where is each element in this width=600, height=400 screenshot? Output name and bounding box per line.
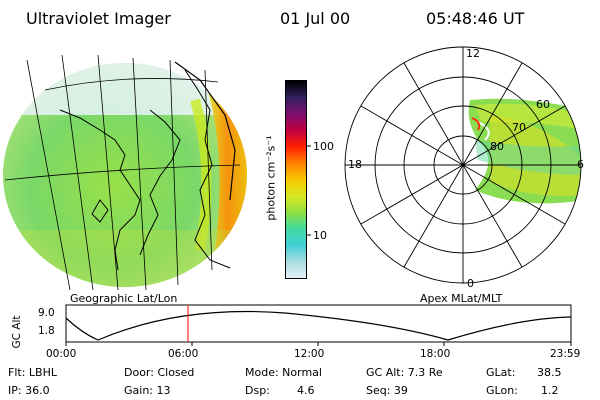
mlat-label-70: 70 (512, 121, 526, 134)
status-door: Door: Closed (124, 366, 195, 379)
status-ip: IP: 36.0 (8, 384, 50, 397)
polar-caption: Apex MLat/MLT (420, 292, 503, 305)
mlt-label-0: 0 (467, 277, 474, 290)
mlt-label-12: 12 (466, 47, 480, 60)
mlat-label-60: 60 (536, 98, 550, 111)
time-tick-2359: 23:59 (550, 348, 581, 360)
status-flt: Flt: LBHL (8, 366, 57, 379)
status-glat-value: 38.5 (537, 366, 562, 379)
mlt-label-6: 6 (577, 158, 584, 171)
polar-grid (344, 46, 582, 284)
time-tick-1200: 12:00 (294, 348, 325, 360)
terminator-outline (174, 61, 236, 201)
coastline-outline (59, 69, 231, 271)
status-mode: Mode: Normal (245, 366, 322, 379)
altitude-orbit-curve (65, 310, 572, 341)
status-dsp-label: Dsp: (245, 384, 270, 397)
status-gc-alt: GC Alt: 7.3 Re (366, 366, 443, 379)
geographic-caption: Geographic Lat/Lon (70, 292, 178, 305)
instrument-title: Ultraviolet Imager (26, 9, 171, 28)
mlt-label-18: 18 (348, 158, 362, 171)
status-glon-value: 1.2 (541, 384, 559, 397)
colorbar (285, 80, 307, 279)
observation-time: 05:48:46 UT (426, 9, 525, 28)
time-tick-1800: 18:00 (420, 348, 451, 360)
altitude-tick-9: 9.0 (38, 307, 55, 319)
colorbar-tick-100: 100 (313, 140, 334, 153)
time-tick-0000: 00:00 (46, 348, 77, 360)
colorbar-gradient (286, 81, 306, 278)
time-tick-0600: 06:00 (168, 348, 199, 360)
status-gain: Gain: 13 (124, 384, 171, 397)
status-glat-label: GLat: (486, 366, 516, 379)
colorbar-tick-10: 10 (313, 229, 327, 242)
status-dsp-value: 4.6 (297, 384, 315, 397)
status-seq: Seq: 39 (366, 384, 408, 397)
status-glon-label: GLon: (486, 384, 518, 397)
mlat-label-80: 80 (490, 140, 504, 153)
altitude-tick-1-8: 1.8 (38, 325, 55, 337)
observation-date: 01 Jul 00 (280, 9, 351, 28)
